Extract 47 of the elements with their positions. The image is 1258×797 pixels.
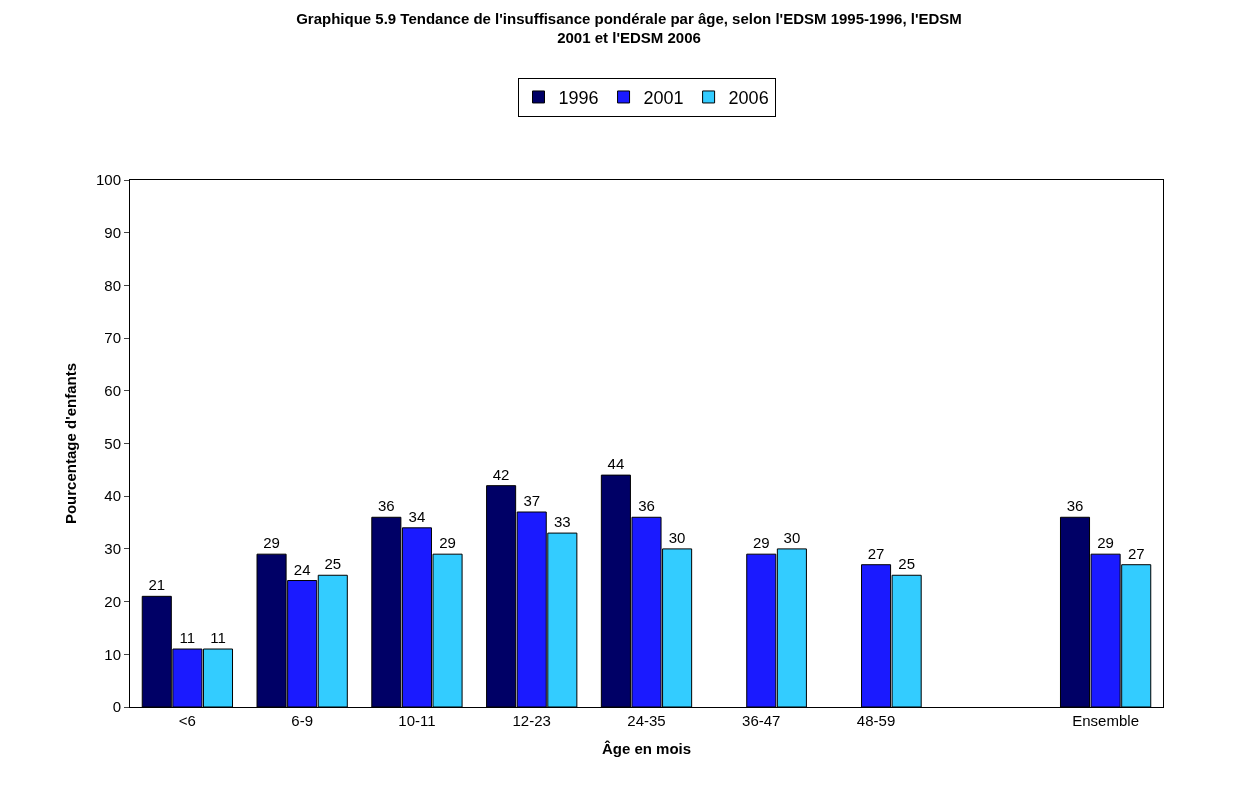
data-label: 30 xyxy=(668,528,686,546)
data-label: 21 xyxy=(148,576,166,594)
y-tick-label: 90 xyxy=(104,223,121,241)
y-tick-label: 30 xyxy=(104,540,121,558)
y-tick-label: 80 xyxy=(104,276,121,294)
data-label: 36 xyxy=(378,497,395,515)
y-tick-label: 0 xyxy=(112,698,121,716)
data-label: 36 xyxy=(1066,497,1084,515)
x-axis-title: Âge en mois xyxy=(601,740,692,757)
data-label: 42 xyxy=(492,465,510,483)
data-label: 11 xyxy=(210,629,226,647)
x-tick-label: 48-59 xyxy=(856,712,896,729)
y-tick-label: 50 xyxy=(104,434,121,452)
data-label: 33 xyxy=(553,513,571,531)
y-tick-label: 20 xyxy=(104,592,121,610)
legend-label: 2006 xyxy=(728,87,769,108)
data-label: 29 xyxy=(263,534,280,552)
data-label: 34 xyxy=(408,507,426,525)
data-label: 27 xyxy=(1127,544,1145,562)
y-tick-label: 60 xyxy=(104,382,121,400)
data-label: 25 xyxy=(898,555,915,573)
data-label: 44 xyxy=(607,455,625,473)
legend-label: 2001 xyxy=(643,87,684,108)
data-label: 29 xyxy=(752,534,770,552)
data-label: 36 xyxy=(638,497,655,515)
data-label: 37 xyxy=(523,492,541,510)
x-tick-label: 36-47 xyxy=(742,712,781,729)
y-tick-label: 40 xyxy=(104,487,121,505)
x-tick-label: 12-23 xyxy=(512,712,551,729)
y-tick-label: 100 xyxy=(95,171,121,189)
data-label: 11 xyxy=(179,629,196,647)
chart-title: Graphique 5.9 Tendance de l'insuffisance pondérale par âge, selon l'EDSM 1995-1996, l'EDSM 2001 et l'EDSM 2006 xyxy=(296,9,962,47)
legend-label: 1996 xyxy=(558,87,599,108)
data-label: 24 xyxy=(293,560,311,578)
y-axis-title: Pourcentage d'enfants xyxy=(62,362,80,525)
x-tick-label: 24-35 xyxy=(627,712,666,729)
y-tick-label: 10 xyxy=(104,645,121,663)
data-label: 29 xyxy=(439,534,456,552)
data-label: 29 xyxy=(1097,534,1114,552)
x-tick-label: Ensemble xyxy=(1072,712,1139,729)
x-tick-label: 10-11 xyxy=(398,712,436,729)
y-tick-label: 70 xyxy=(104,329,121,347)
data-label: 25 xyxy=(324,555,342,573)
x-tick-label: <6 xyxy=(178,712,196,729)
data-label: 30 xyxy=(783,528,801,546)
x-tick-label: 6-9 xyxy=(291,712,314,729)
data-label: 27 xyxy=(867,544,885,562)
